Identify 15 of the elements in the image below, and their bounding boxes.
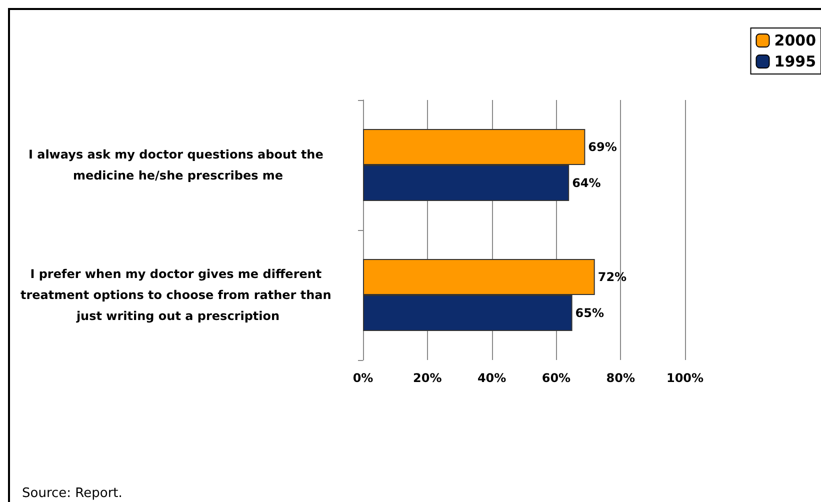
data-label: 65% xyxy=(575,306,604,320)
data-label: 64% xyxy=(572,176,601,190)
data-label: 69% xyxy=(588,140,617,154)
x-tick-label: 0% xyxy=(352,371,374,385)
y-tick-label: I always ask my doctor questions about the medicine he/she prescribes me xyxy=(28,148,328,182)
x-tick-label: 80% xyxy=(606,371,635,385)
x-tick-label: 40% xyxy=(477,371,506,385)
y-tick-label: I prefer when my doctor gives me different treatment options to choose from rather than just writing out a prescription xyxy=(20,267,336,323)
source-note: Source: Report. xyxy=(22,486,122,501)
data-label: 72% xyxy=(598,270,627,284)
x-tick-label: 20% xyxy=(413,371,442,385)
legend-label: 1995 xyxy=(774,52,816,70)
x-tick-label: 100% xyxy=(666,371,704,385)
legend-label: 2000 xyxy=(774,32,816,50)
x-tick-label: 60% xyxy=(542,371,571,385)
